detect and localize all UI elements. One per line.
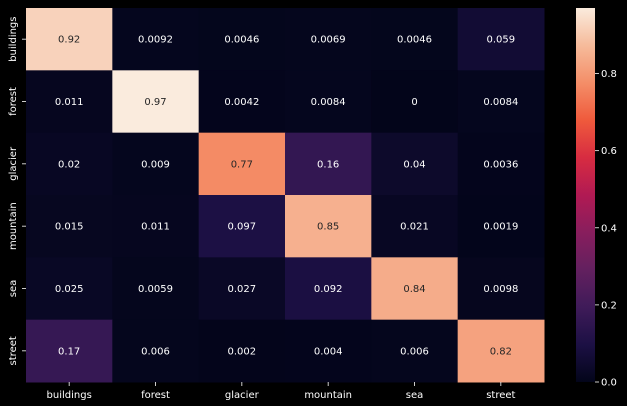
cell-value-label: 0.0092	[138, 35, 173, 46]
x-tick-label: street	[486, 390, 515, 401]
heatmap-cell	[198, 70, 286, 134]
cell-value-label: 0.77	[231, 159, 253, 170]
y-axis: buildings forest glacier mountain sea street	[8, 17, 26, 365]
heatmap-cells	[26, 8, 545, 383]
cell-value-label: 0.009	[141, 159, 170, 170]
cell-value-label: 0.027	[228, 284, 257, 295]
y-tick-label: street	[8, 336, 19, 365]
heatmap-cell	[285, 8, 372, 71]
heatmap-cell	[112, 319, 200, 383]
heatmap-cell	[26, 195, 113, 258]
y-tick-label: buildings	[8, 17, 19, 62]
cell-value-label: 0.16	[317, 159, 339, 170]
cell-value-label: 0.006	[400, 346, 429, 357]
heatmap-cell	[26, 8, 113, 71]
cell-value-label: 0.92	[58, 35, 80, 46]
heatmap-cell	[371, 8, 459, 71]
heatmap-cell	[371, 195, 459, 258]
x-tick-label: glacier	[225, 390, 260, 401]
cell-value-label: 0.84	[403, 284, 425, 295]
colorbar-ticks: 0.0 0.2 0.4 0.6 0.8	[595, 69, 617, 389]
cell-value-label: 0.97	[144, 97, 166, 108]
colorbar	[576, 8, 595, 382]
heatmap-cell	[26, 319, 113, 383]
heatmap-cell	[285, 70, 372, 134]
heatmap-cell	[112, 195, 200, 258]
heatmap-cell	[26, 70, 113, 134]
cell-value-label: 0.011	[55, 97, 84, 108]
heatmap-cell	[371, 319, 459, 383]
x-tick-label: sea	[406, 390, 424, 401]
heatmap-cell	[112, 70, 200, 134]
cell-value-label: 0.82	[490, 346, 512, 357]
cell-value-label: 0.0084	[311, 97, 346, 108]
heatmap-cell	[371, 257, 459, 321]
cell-value-label: 0.0069	[311, 35, 346, 46]
cell-value-label: 0.17	[58, 346, 80, 357]
x-axis: buildings forest glacier mountain sea street	[47, 382, 516, 401]
cell-value-label: 0.059	[487, 35, 516, 46]
heatmap-cell	[198, 8, 286, 71]
heatmap-cell	[198, 257, 286, 321]
cell-value-label: 0.0036	[483, 159, 518, 170]
heatmap-cell	[198, 195, 286, 258]
y-tick-label: glacier	[8, 146, 19, 181]
heatmap-cell	[26, 132, 113, 196]
cell-value-label: 0.004	[314, 346, 343, 357]
heatmap-cell	[457, 319, 545, 383]
cell-value-label: 0.0046	[224, 35, 259, 46]
heatmap-cell	[457, 195, 545, 258]
colorbar-tick-label: 0.6	[601, 146, 617, 157]
x-tick-label: mountain	[304, 390, 352, 401]
cell-value-label: 0.006	[141, 346, 170, 357]
heatmap-cell	[457, 8, 545, 71]
heatmap-cell	[112, 257, 200, 321]
cell-value-label: 0.0059	[138, 284, 173, 295]
cell-value-label: 0.011	[141, 222, 170, 233]
cell-value-label: 0.0046	[397, 35, 432, 46]
heatmap-cell	[285, 319, 372, 383]
heatmap-cell-labels: 0.92 0.0092 0.0046 0.0069 0.0046 0.059 0.011 0.…	[55, 35, 518, 358]
x-tick-label: forest	[141, 390, 170, 401]
heatmap-cell	[112, 8, 200, 71]
cell-value-label: 0.0019	[483, 222, 518, 233]
heatmap-cell	[457, 257, 545, 321]
x-tick-label: buildings	[47, 390, 92, 401]
y-tick-label: sea	[8, 280, 19, 298]
colorbar-tick-label: 0.4	[601, 223, 617, 234]
cell-value-label: 0.002	[228, 346, 257, 357]
colorbar-tick-label: 0.8	[601, 69, 617, 80]
cell-value-label: 0.02	[58, 159, 80, 170]
colorbar-gradient	[576, 8, 595, 382]
cell-value-label: 0	[411, 97, 417, 108]
colorbar-tick-label: 0.0	[601, 378, 617, 389]
heatmap-cell	[112, 132, 200, 196]
y-tick-label: forest	[8, 87, 19, 116]
cell-value-label: 0.092	[314, 284, 343, 295]
heatmap-cell	[198, 319, 286, 383]
y-tick-label: mountain	[8, 202, 19, 250]
cell-value-label: 0.04	[403, 159, 425, 170]
colorbar-tick-label: 0.2	[601, 300, 617, 311]
cell-value-label: 0.021	[400, 222, 429, 233]
cell-value-label: 0.025	[55, 284, 84, 295]
heatmap-cell	[198, 132, 286, 196]
heatmap-cell	[285, 195, 372, 258]
heatmap-cell	[371, 132, 459, 196]
heatmap-cell	[457, 70, 545, 134]
cell-value-label: 0.0042	[224, 97, 259, 108]
heatmap-cell	[285, 132, 372, 196]
cell-value-label: 0.85	[317, 222, 339, 233]
cell-value-label: 0.015	[55, 222, 84, 233]
cell-value-label: 0.097	[228, 222, 257, 233]
heatmap-cell	[457, 132, 545, 196]
heatmap-cell	[26, 257, 113, 321]
cell-value-label: 0.0084	[483, 97, 518, 108]
heatmap-cell	[285, 257, 372, 321]
cell-value-label: 0.0098	[483, 284, 518, 295]
heatmap-cell	[371, 70, 459, 134]
